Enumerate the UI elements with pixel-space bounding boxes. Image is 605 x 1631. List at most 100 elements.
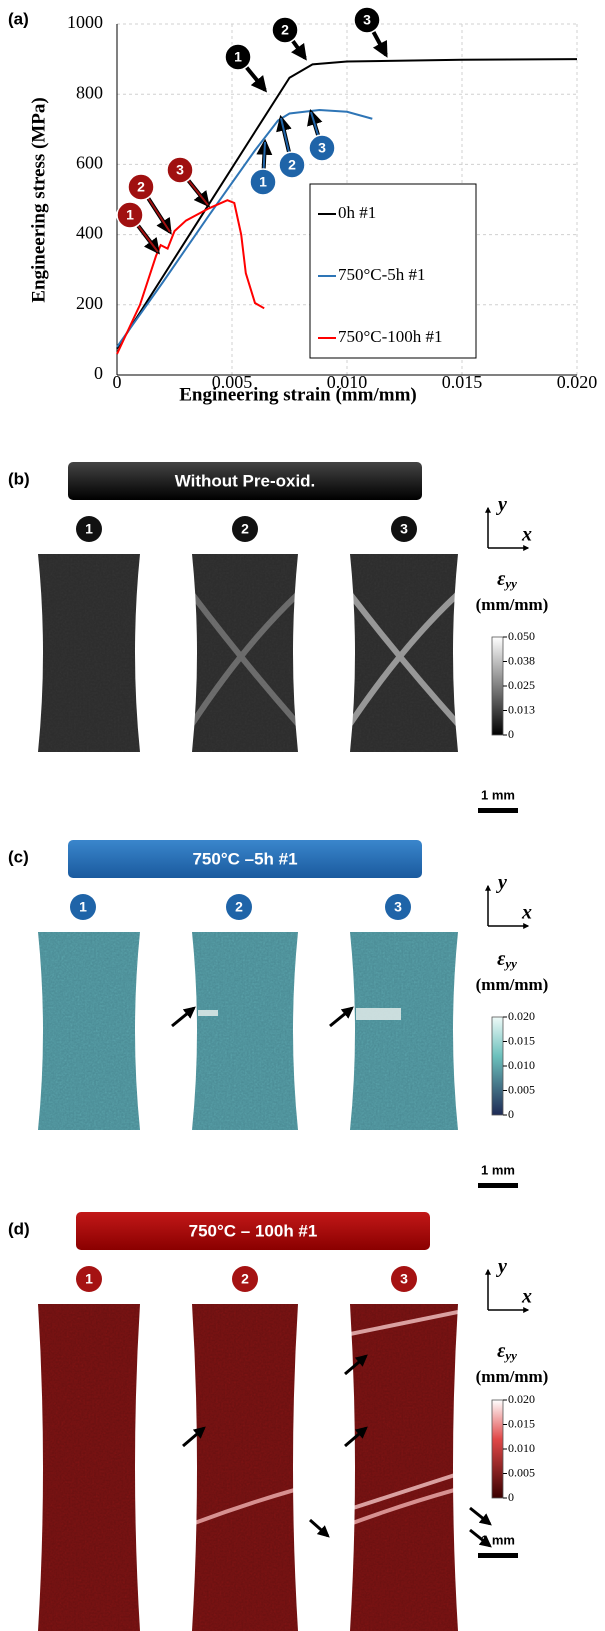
- callout-arrow: [309, 1518, 330, 1538]
- step-number: 1: [85, 1271, 93, 1287]
- callout-arrow: [171, 1006, 196, 1028]
- panel-title: Without Pre-oxid.: [175, 471, 316, 490]
- strain-band: [350, 1487, 458, 1526]
- axis-x-label: x: [521, 902, 532, 924]
- callout-arrow: [469, 1528, 492, 1548]
- specimen-texture: [350, 932, 458, 1130]
- marker-circle: [249, 168, 277, 196]
- colorbar: [491, 1016, 504, 1116]
- axis-x-label: x: [521, 1286, 532, 1308]
- panel-label: (c): [8, 847, 29, 866]
- callout-arrow: [182, 1426, 206, 1448]
- marker-number: 1: [126, 207, 134, 223]
- specimen: [38, 1304, 140, 1631]
- strain-band: [350, 1310, 458, 1511]
- colorbar-tick-label: 0.013: [508, 702, 535, 716]
- panel-label: (d): [8, 1219, 30, 1238]
- axis-y-label: y: [496, 1256, 507, 1278]
- strain-symbol-sub: yy: [503, 1348, 517, 1363]
- scale-label: 1 mm: [481, 1162, 515, 1177]
- x-tick-label: 0: [113, 372, 122, 392]
- strain-unit: (mm/mm): [476, 595, 549, 614]
- colorbar: [491, 636, 504, 736]
- strain-symbol-main: ε: [497, 1340, 506, 1362]
- step-circle: [76, 516, 102, 542]
- marker-circle: [353, 6, 381, 34]
- panel-title: 750°C – 100h #1: [189, 1221, 318, 1240]
- colorbar-tick-label: 0.038: [508, 653, 535, 667]
- specimen-texture: [38, 554, 140, 752]
- specimen-texture: [38, 1304, 140, 1631]
- y-tick-label: 200: [76, 293, 103, 313]
- specimen: [38, 554, 140, 752]
- x-tick-label: 0.010: [327, 372, 368, 392]
- y-tick-label: 600: [76, 153, 103, 173]
- axis-y-label: y: [496, 494, 507, 516]
- marker-circle: [278, 151, 306, 179]
- specimen: [350, 932, 458, 1130]
- step-circle: [391, 1266, 417, 1292]
- specimen: [192, 1304, 298, 1631]
- callout-arrow: [344, 1354, 368, 1376]
- strain-band: [350, 591, 458, 727]
- marker-number: 2: [281, 22, 289, 38]
- marker-number: 2: [137, 179, 145, 195]
- x-tick-label: 0.020: [557, 372, 598, 392]
- scale-label: 1 mm: [481, 1532, 515, 1547]
- marker-number: 2: [288, 157, 296, 173]
- marker-circle: [308, 134, 336, 162]
- specimen-texture: [192, 554, 298, 752]
- title-bar: [68, 840, 422, 878]
- legend-box: [309, 183, 477, 359]
- y-tick-label: 1000: [67, 12, 103, 32]
- colorbar-tick-label: 0.020: [508, 1009, 535, 1023]
- strain-symbol-main: ε: [497, 948, 506, 970]
- strain-symbol-sub: yy: [503, 576, 517, 591]
- specimen: [350, 1304, 458, 1631]
- marker-circle: [224, 43, 252, 71]
- marker-number: 3: [318, 140, 326, 156]
- axis-x-label: x: [521, 524, 532, 546]
- panel-label: (a): [8, 9, 29, 28]
- panel-title: 750°C –5h #1: [192, 849, 297, 868]
- y-axis-title: Engineering stress (MPa): [28, 97, 49, 302]
- legend-label: 0h #1: [338, 203, 376, 222]
- series-line: [116, 58, 578, 350]
- colorbar-tick-label: 0.025: [508, 678, 535, 692]
- colorbar-tick-label: 0: [508, 727, 514, 741]
- callout-arrow: [469, 1506, 492, 1526]
- specimen: [350, 554, 458, 752]
- x-axis-title: Engineering strain (mm/mm): [179, 384, 416, 405]
- title-bar: [76, 1212, 430, 1250]
- strain-band: [198, 1010, 218, 1016]
- step-number: 2: [235, 899, 243, 915]
- marker-number: 3: [363, 12, 371, 28]
- y-tick-label: 800: [76, 82, 103, 102]
- specimen: [192, 932, 298, 1130]
- strain-band: [192, 591, 298, 726]
- step-number: 1: [79, 899, 87, 915]
- colorbar-tick-label: 0.020: [508, 1392, 535, 1406]
- panel-label: (b): [8, 469, 30, 488]
- strain-symbol: εyy: [497, 568, 517, 591]
- step-circle: [70, 894, 96, 920]
- colorbar-tick-label: 0.005: [508, 1465, 535, 1479]
- legend-label: 750°C-5h #1: [338, 265, 426, 284]
- y-tick-label: 400: [76, 223, 103, 243]
- strain-symbol: εyy: [497, 948, 517, 971]
- strain-unit: (mm/mm): [476, 975, 549, 994]
- marker-number: 3: [176, 162, 184, 178]
- specimen-texture: [350, 1304, 458, 1631]
- specimen-texture: [192, 932, 298, 1130]
- step-number: 3: [400, 521, 408, 537]
- specimen-texture: [38, 932, 140, 1130]
- marker-circle: [166, 156, 194, 184]
- strain-unit: (mm/mm): [476, 1367, 549, 1386]
- marker-number: 1: [259, 174, 267, 190]
- colorbar-tick-label: 0.015: [508, 1416, 535, 1430]
- marker-circle: [127, 173, 155, 201]
- colorbar-tick-label: 0.010: [508, 1441, 535, 1455]
